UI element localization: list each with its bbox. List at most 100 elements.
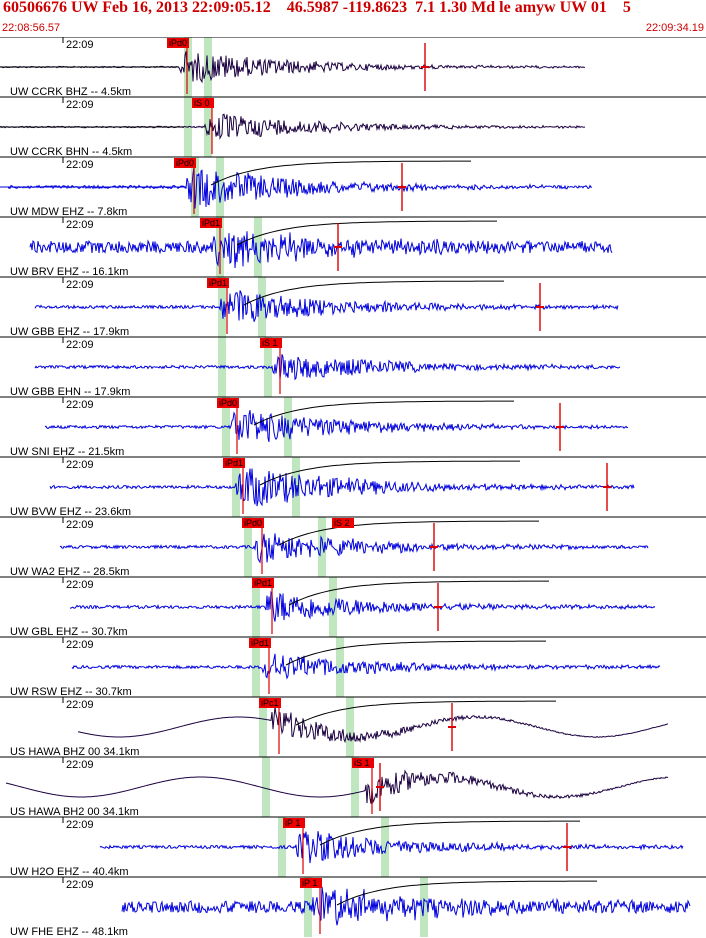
- s-arrival-band: [284, 397, 292, 457]
- pick-phase: iP 1: [302, 878, 317, 888]
- station-label: US HAWA BHZ 00 34.1km: [10, 746, 139, 758]
- pick-label[interactable]: iS 1: [352, 758, 374, 768]
- station-panel: iPc1 22:09 US HAWA BHZ 00 34.1km: [0, 696, 706, 758]
- pick-label-secondary[interactable]: iS 2: [332, 518, 354, 528]
- s-arrival-band: [292, 457, 300, 517]
- station-panel: iPd1 22:09 UW BVW EHZ -- 23.6km: [0, 456, 706, 518]
- coda-curve: [319, 820, 580, 846]
- station-panel: iS 1 22:09 UW GBB EHN -- 17.9km: [0, 336, 706, 398]
- trace-time-label: 22:09: [66, 699, 94, 711]
- station-panel: iPd0 22:09 UW MDW EHZ -- 7.8km: [0, 156, 706, 218]
- waveform-trace: [99, 831, 684, 864]
- station-panel: iPd0 22:09 UW CCRK BHZ -- 4.5km: [0, 37, 706, 98]
- pick-box: [200, 218, 222, 228]
- station-panel: iPd1 22:09 UW RSW EHZ -- 30.7km: [0, 636, 706, 698]
- pick-label[interactable]: iPd0: [242, 518, 264, 528]
- pick-label[interactable]: iPd1: [252, 578, 274, 588]
- pick-box: [332, 518, 354, 528]
- s-arrival-band: [329, 577, 337, 637]
- waveform-trace: [49, 468, 635, 507]
- trace-time-label: 22:09: [66, 399, 94, 411]
- station-label: UW MDW EHZ -- 7.8km: [10, 206, 127, 218]
- waveform-trace: [29, 231, 613, 269]
- waveform-trace: [34, 290, 619, 322]
- trace-time-label: 22:09: [66, 339, 94, 351]
- trace-time-label: 22:09: [66, 879, 94, 891]
- station-label: UW CCRK BHZ -- 4.5km: [10, 86, 131, 98]
- trace-time-label: 22:09: [66, 99, 94, 111]
- pick-box: [217, 398, 239, 408]
- pick-label[interactable]: iPd0: [167, 38, 189, 48]
- station-label: UW CCRK BHN -- 4.5km: [10, 146, 132, 158]
- window-end-time: 22:09:34.19: [645, 22, 704, 34]
- pick-phase: iPd0: [219, 398, 237, 408]
- pick-phase: iS 1: [354, 758, 370, 768]
- pick-box: [249, 638, 271, 648]
- pick-label[interactable]: iS 0: [192, 98, 214, 108]
- station-label: UW H2O EHZ -- 40.4km: [10, 866, 129, 878]
- pick-box: [207, 278, 229, 288]
- s-arrival-band: [264, 337, 272, 397]
- waveform-trace: [7, 166, 593, 209]
- trace-time-label: 22:09: [66, 759, 94, 771]
- station-panel: iS 0 22:09 UW CCRK BHN -- 4.5km: [0, 96, 706, 158]
- station-label: UW FHE EHZ -- 48.1km: [10, 926, 128, 938]
- pick-label[interactable]: iPd0: [217, 398, 239, 408]
- pick-phase: iPd1: [251, 638, 269, 648]
- station-panel: iPd0 22:09 UW SNI EHZ -- 21.5km: [0, 396, 706, 458]
- pick-box: [192, 98, 214, 108]
- waveform-trace: [34, 354, 621, 381]
- coda-curve: [336, 880, 597, 906]
- pick-label[interactable]: iPd0: [174, 158, 196, 168]
- pick-box: [223, 458, 245, 468]
- s-arrival-band: [336, 637, 344, 697]
- station-label: UW GBL EHZ -- 30.7km: [10, 626, 128, 638]
- pick-label[interactable]: iPd1: [223, 458, 245, 468]
- trace-time-label: 22:09: [66, 519, 94, 531]
- trace-time-label: 22:09: [66, 159, 94, 171]
- pick-box: [260, 338, 282, 348]
- coda-curve: [259, 460, 520, 486]
- station-label: UW GBB EHN -- 17.9km: [10, 386, 130, 398]
- waveform-trace: [77, 706, 669, 744]
- pick-label[interactable]: iPd1: [207, 278, 229, 288]
- s-arrival-band: [346, 697, 354, 757]
- waveform-trace: [0, 113, 586, 140]
- s-arrival-band: [381, 817, 389, 877]
- trace-time-label: 22:09: [66, 219, 94, 231]
- station-panel: iP 1 22:09 UW H2O EHZ -- 40.4km: [0, 816, 706, 878]
- pick-box: [259, 698, 281, 708]
- pick-label[interactable]: iS 1: [260, 338, 282, 348]
- station-label: UW BRV EHZ -- 16.1km: [10, 266, 128, 278]
- pick-label[interactable]: iP 1: [300, 878, 322, 888]
- pick-label[interactable]: iPd1: [200, 218, 222, 228]
- trace-time-label: 22:09: [66, 39, 94, 51]
- station-label: UW SNI EHZ -- 21.5km: [10, 446, 124, 458]
- trace-time-label: 22:09: [66, 279, 94, 291]
- pick-phase: iPd0: [169, 38, 187, 48]
- pick-label[interactable]: iP 1: [283, 818, 305, 828]
- p-arrival-band: [184, 37, 192, 97]
- s-arrival-band: [351, 757, 359, 817]
- station-label: UW BVW EHZ -- 23.6km: [10, 506, 131, 518]
- pick-box: [352, 758, 374, 768]
- pick-phase: iS 0: [194, 98, 210, 108]
- pick-phase: iPd0: [244, 518, 262, 528]
- waveform-trace: [70, 590, 656, 622]
- s-arrival-band: [254, 217, 262, 277]
- pick-label[interactable]: iPc1: [259, 698, 281, 708]
- station-panel: iPd1 22:09 UW GBL EHZ -- 30.7km: [0, 576, 706, 638]
- p-arrival-band: [259, 697, 267, 757]
- pick-label[interactable]: iPd1: [249, 638, 271, 648]
- coda-curve: [288, 580, 549, 606]
- station-panel: iS 1 22:09 US HAWA BH2 00 34.1km: [0, 756, 706, 818]
- coda-curve: [278, 520, 539, 546]
- pick-box: [174, 158, 196, 168]
- coda-curve: [243, 280, 504, 306]
- trace-time-label: 22:09: [66, 459, 94, 471]
- pick-phase: iPd1: [254, 578, 272, 588]
- trace-time-label: 22:09: [66, 639, 94, 651]
- pick-box: [300, 878, 322, 888]
- s-arrival-band: [204, 97, 212, 157]
